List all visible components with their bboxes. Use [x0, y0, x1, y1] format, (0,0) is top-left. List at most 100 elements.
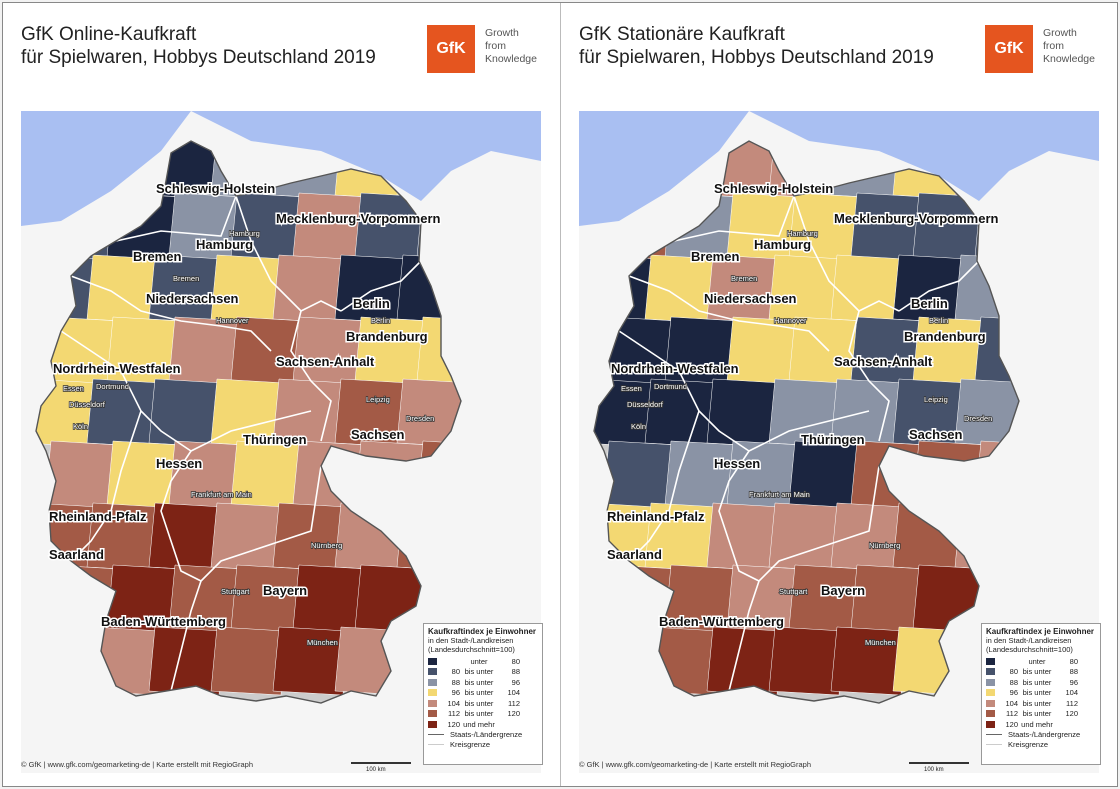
state-border — [673, 195, 795, 242]
state-label: Saarland — [49, 547, 104, 562]
city-label: Hannover — [774, 316, 807, 325]
state-label: Baden-Württemberg — [659, 614, 784, 629]
legend-line-item: Kreisgrenze — [986, 740, 1096, 750]
state-label: Thüringen — [801, 432, 865, 447]
city-label: Köln — [631, 422, 646, 431]
state-label: Schleswig-Holstein — [156, 181, 275, 196]
city-label: Dresden — [406, 414, 434, 423]
legend-item: 104 bis unter 112 — [428, 698, 538, 709]
city-label: Berlin — [371, 316, 390, 325]
national-border — [593, 140, 1020, 704]
state-label: Berlin — [353, 296, 390, 311]
state-label: Hamburg — [196, 237, 253, 252]
state-border — [115, 195, 237, 242]
city-label: Dortmund — [96, 382, 129, 391]
legend-swatch — [986, 689, 995, 697]
city-label: Essen — [63, 384, 84, 393]
state-label: Brandenburg — [904, 329, 986, 344]
title-line-2: für Spielwaren, Hobbys Deutschland 2019 — [579, 47, 934, 68]
state-label: Bayern — [263, 583, 307, 598]
legend-item: 80 bis unter 88 — [428, 667, 538, 678]
city-label: Leipzig — [366, 395, 390, 404]
state-border — [160, 450, 202, 582]
map-panel-stationary: GfK Stationäre Kaufkraft für Spielwaren,… — [561, 3, 1117, 786]
city-label: Berlin — [929, 316, 948, 325]
state-border — [758, 465, 880, 582]
title-line-2: für Spielwaren, Hobbys Deutschland 2019 — [21, 47, 376, 68]
legend-line-item: Staats-/Ländergrenze — [986, 730, 1096, 740]
city-label: Frankfurt am Main — [749, 490, 810, 499]
legend-swatch — [428, 720, 437, 728]
state-border — [235, 195, 342, 312]
legend-swatch — [428, 657, 437, 665]
legend-swatch — [428, 699, 437, 707]
state-label: Sachsen-Anhalt — [276, 354, 375, 369]
legend-subtitle: in den Stadt-/Landkreisen (Landesdurchsc… — [986, 636, 1073, 654]
city-label: Nürnberg — [311, 541, 342, 550]
city-label: Stuttgart — [779, 587, 808, 596]
state-label: Hamburg — [754, 237, 811, 252]
map-panel-online: GfK Online-Kaufkraft für Spielwaren, Hob… — [3, 3, 559, 786]
legend-swatch — [986, 710, 995, 718]
state-label: Mecklenburg-Vorpommern — [276, 211, 441, 226]
state-border — [793, 195, 900, 312]
legend-swatch — [428, 689, 437, 697]
legend-item: 88 bis unter 96 — [986, 677, 1096, 688]
sea — [579, 111, 1099, 226]
national-border — [35, 140, 462, 704]
scale-label: 100 km — [924, 767, 944, 773]
map-title: GfK Stationäre Kaufkraft für Spielwaren,… — [579, 23, 934, 69]
tagline-line-1: Growth — [485, 27, 519, 39]
legend-item: 112 bis unter 120 — [986, 709, 1096, 720]
state-border — [70, 275, 272, 352]
map-title: GfK Online-Kaufkraft für Spielwaren, Hob… — [21, 23, 376, 69]
sea — [21, 111, 541, 226]
state-border — [190, 410, 312, 452]
city-label: Bremen — [173, 274, 199, 283]
state-border — [748, 410, 870, 452]
legend-item: 112 bis unter 120 — [428, 709, 538, 720]
gfk-logo: GfK — [985, 25, 1033, 73]
legend-swatch — [986, 699, 995, 707]
city-label: Dresden — [964, 414, 992, 423]
title-line-1: GfK Online-Kaufkraft — [21, 24, 197, 45]
legend-swatch — [986, 720, 995, 728]
city-label: München — [865, 638, 896, 647]
legend-item: 96 bis unter 104 — [428, 688, 538, 699]
state-label: Hessen — [156, 456, 202, 471]
state-label: Schleswig-Holstein — [714, 181, 833, 196]
legend-item: 120 und mehr — [986, 719, 1096, 730]
state-label: Baden-Württemberg — [101, 614, 226, 629]
state-border — [170, 580, 202, 692]
city-label: Düsseldorf — [69, 400, 106, 409]
city-label: München — [307, 638, 338, 647]
legend-item: 96 bis unter 104 — [986, 688, 1096, 699]
state-label: Niedersachsen — [704, 291, 797, 306]
legend-swatch — [428, 668, 437, 676]
legend-item: 104 bis unter 112 — [986, 698, 1096, 709]
legend-line-item: Kreisgrenze — [428, 740, 538, 750]
city-label: Leipzig — [924, 395, 948, 404]
state-border — [848, 310, 890, 442]
state-label: Nordrhein-Westfalen — [53, 361, 181, 376]
city-label: Köln — [73, 422, 88, 431]
city-label: Stuttgart — [221, 587, 250, 596]
state-border — [718, 450, 760, 582]
legend-item: unter 80 — [428, 656, 538, 667]
legend-line-item: Staats-/Ländergrenze — [428, 730, 538, 740]
state-border — [200, 465, 322, 582]
state-label: Sachsen — [351, 427, 405, 442]
state-border — [290, 310, 332, 442]
state-label: Berlin — [911, 296, 948, 311]
tagline-line-1: Growth — [1043, 27, 1077, 39]
map-legend: Kaufkraftindex je Einwohner in den Stadt-… — [981, 623, 1101, 765]
tagline-line-3: Knowledge — [485, 53, 537, 65]
state-label: Rheinland-Pfalz — [607, 509, 705, 524]
state-label: Brandenburg — [346, 329, 428, 344]
city-label: Nürnberg — [869, 541, 900, 550]
logo-tagline: Growth from Knowledge — [485, 27, 537, 66]
legend-swatch — [428, 678, 437, 686]
state-label: Mecklenburg-Vorpommern — [834, 211, 999, 226]
legend-subtitle: in den Stadt-/Landkreisen (Landesdurchsc… — [428, 636, 515, 654]
